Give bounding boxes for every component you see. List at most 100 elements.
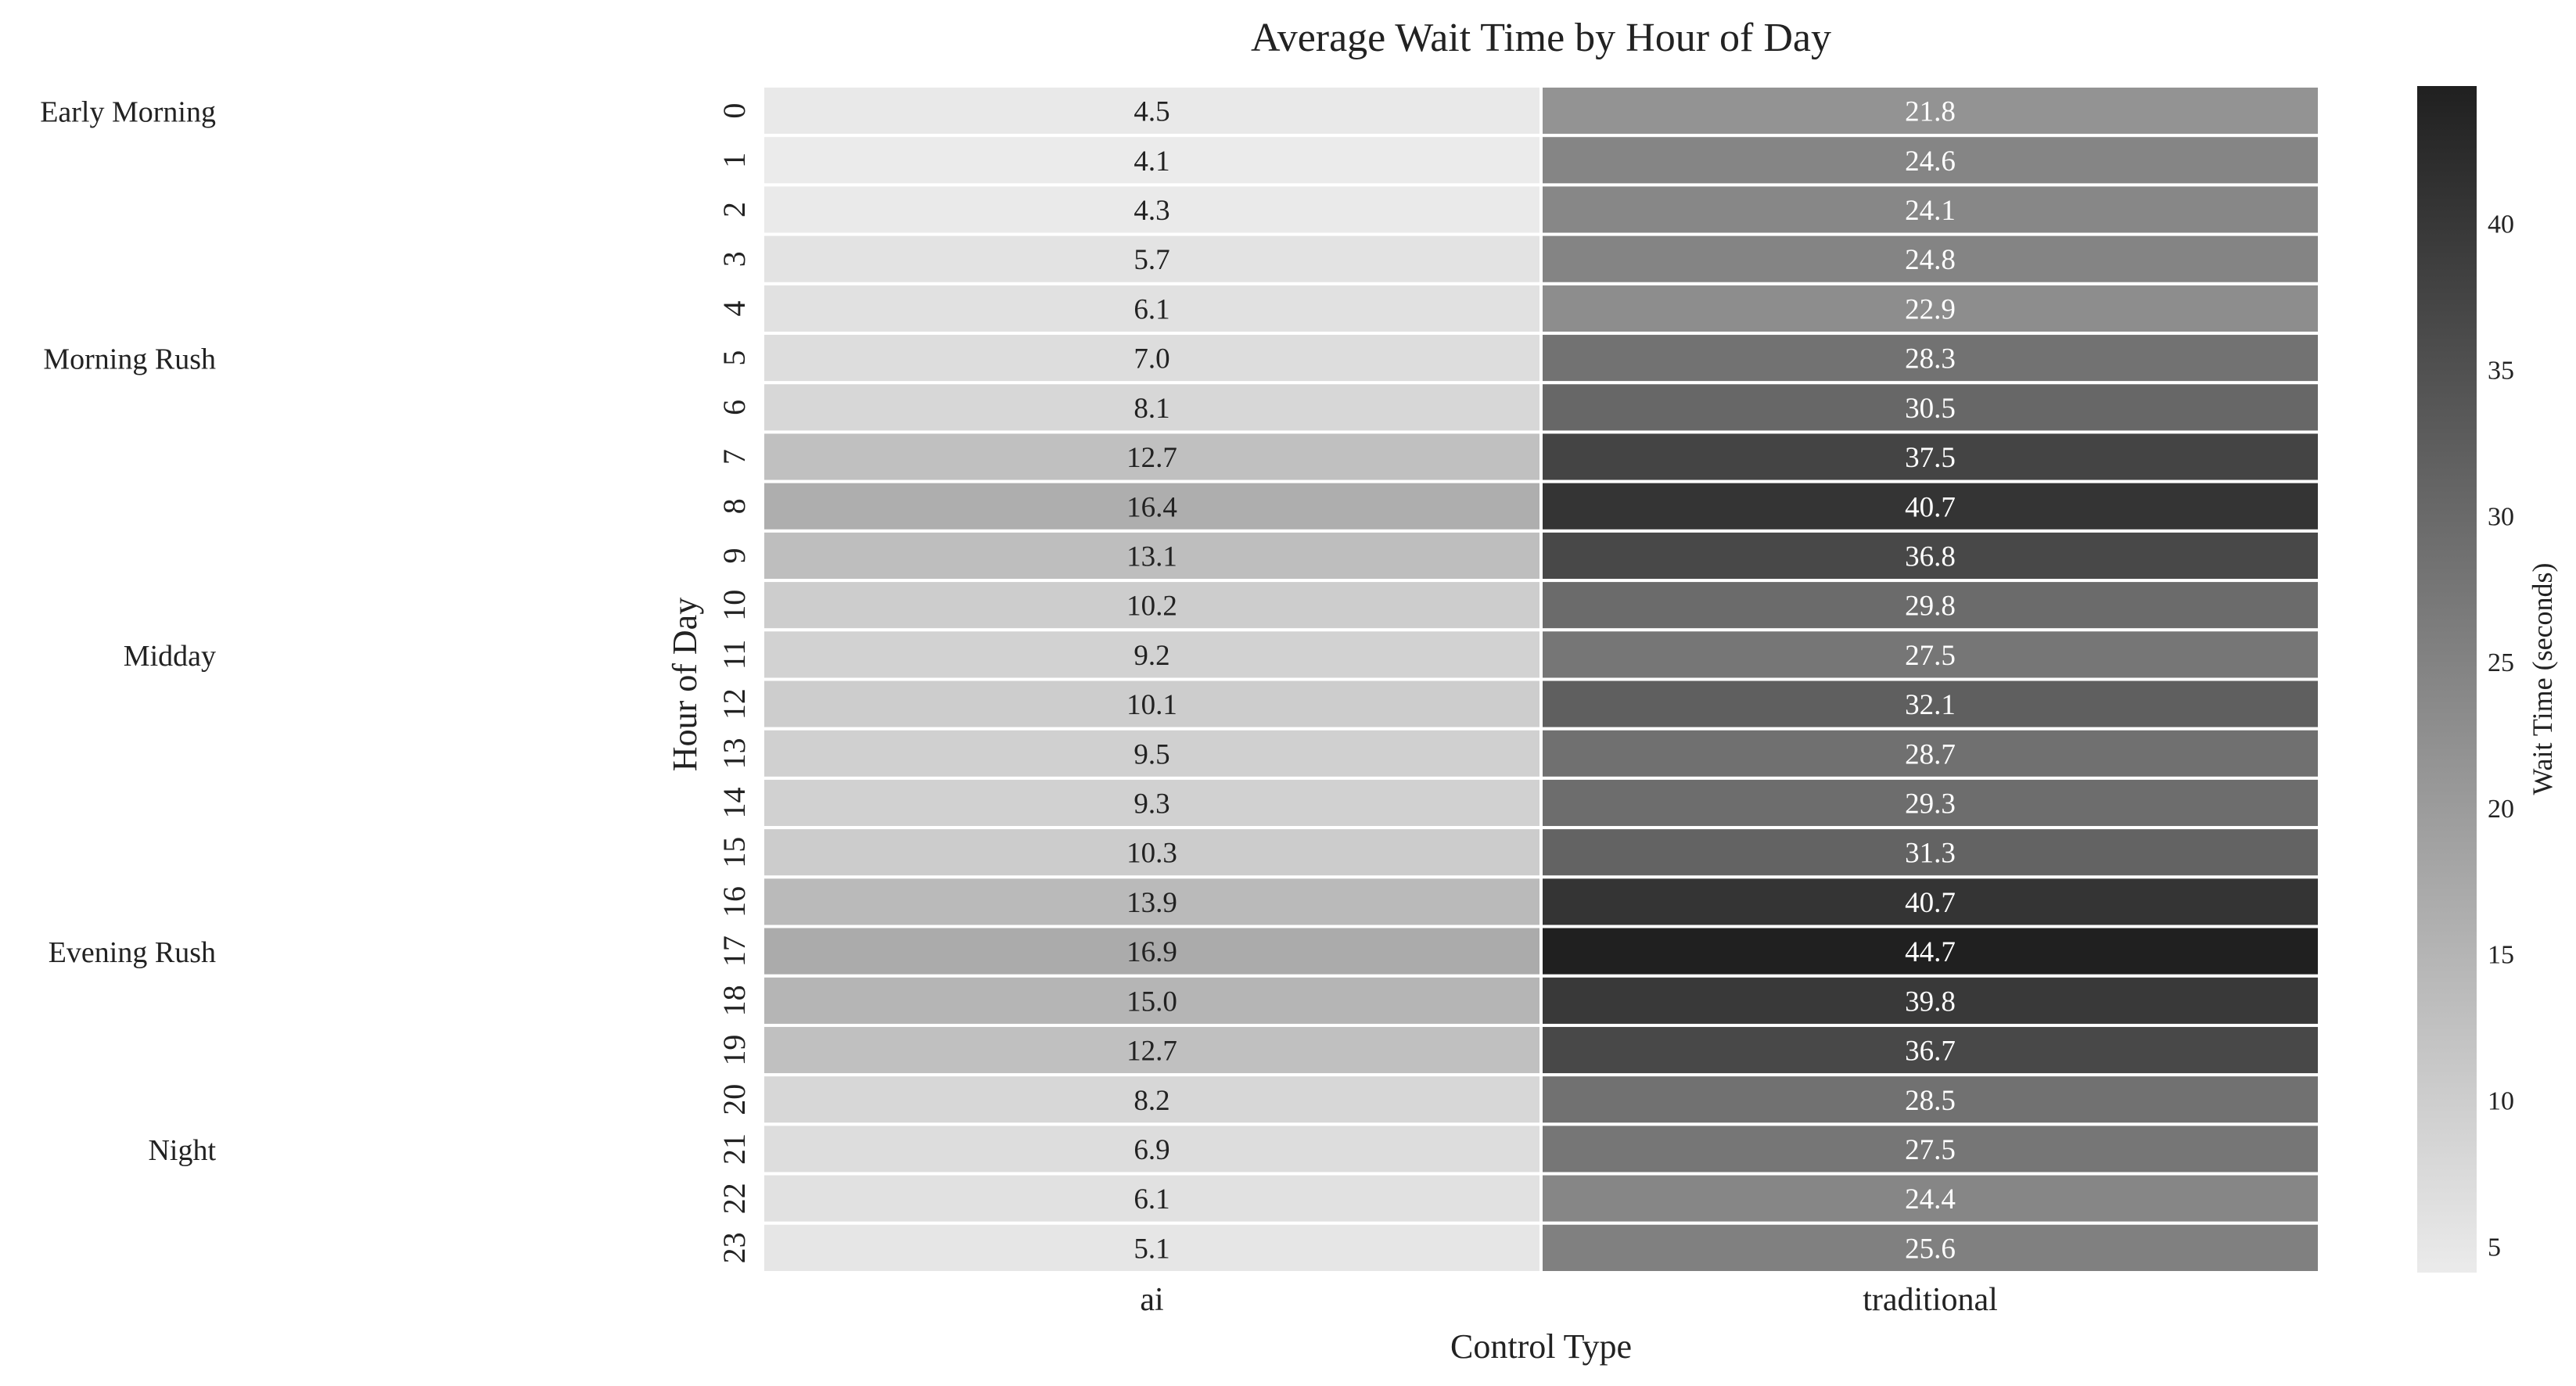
heatmap-cell — [1539, 529, 2321, 583]
cell-value-label: 37.5 — [1905, 442, 1956, 474]
cell-value-label: 10.3 — [1126, 838, 1177, 870]
cell-value-label: 8.1 — [1134, 393, 1169, 425]
heatmap-cell — [1539, 134, 2321, 187]
period-label: Midday — [124, 640, 216, 673]
heatmap-cell — [761, 727, 1543, 780]
heatmap-cell — [1539, 282, 2321, 336]
colorbar-tick-label: 35 — [2488, 356, 2514, 385]
cell-value-label: 9.3 — [1134, 788, 1169, 820]
y-tick-label: 2 — [717, 202, 752, 217]
cell-value-label: 9.2 — [1134, 640, 1169, 672]
heatmap-cell — [1539, 381, 2321, 434]
heatmap-cell — [1539, 430, 2321, 483]
cell-value-label: 6.1 — [1134, 293, 1169, 325]
cell-value-label: 6.9 — [1134, 1134, 1169, 1166]
y-tick-label: 17 — [717, 935, 752, 967]
cell-value-label: 10.2 — [1126, 591, 1177, 623]
cell-value-label: 12.7 — [1126, 1036, 1177, 1068]
y-tick-label: 3 — [717, 251, 752, 267]
colorbar-tick-label: 5 — [2488, 1233, 2501, 1262]
cell-value-label: 44.7 — [1905, 936, 1956, 968]
y-tick-label: 15 — [717, 837, 752, 868]
cell-value-label: 24.4 — [1905, 1183, 1956, 1215]
x-tick-label: traditional — [1863, 1282, 1998, 1318]
cell-value-label: 30.5 — [1905, 393, 1956, 425]
period-label: Morning Rush — [43, 343, 216, 376]
heatmap-cell — [761, 826, 1543, 879]
chart-title: Average Wait Time by Hour of Day — [1251, 16, 1831, 60]
cell-value-label: 13.1 — [1126, 540, 1177, 573]
colorbar-tick-label: 20 — [2488, 795, 2514, 824]
y-tick-label: 12 — [717, 688, 752, 720]
cell-value-label: 28.3 — [1905, 343, 1956, 375]
heatmap-cell — [1539, 579, 2321, 632]
colorbar-tick-label: 40 — [2488, 210, 2514, 239]
heatmap-cell — [761, 776, 1543, 830]
cell-value-label: 13.9 — [1126, 887, 1177, 919]
y-axis-label: Hour of Day — [666, 598, 704, 771]
cell-value-label: 4.1 — [1134, 145, 1169, 178]
heatmap-cell — [1539, 84, 2321, 138]
cell-value-label: 9.5 — [1134, 738, 1169, 770]
y-tick-label: 6 — [717, 400, 752, 415]
heatmap-cells — [761, 84, 2321, 1274]
y-tick-label: 16 — [717, 886, 752, 917]
y-tick-label: 9 — [717, 548, 752, 563]
cell-value-label: 31.3 — [1905, 838, 1956, 870]
heatmap-cell — [761, 1221, 1543, 1274]
y-tick-label: 14 — [717, 788, 752, 819]
y-tick-label: 22 — [717, 1183, 752, 1214]
colorbar-tick-label: 30 — [2488, 502, 2514, 531]
cell-value-label: 28.7 — [1905, 738, 1956, 770]
cell-value-label: 21.8 — [1905, 96, 1956, 128]
y-tick-label: 0 — [717, 103, 752, 119]
cell-value-label: 28.5 — [1905, 1085, 1956, 1117]
y-tick-label: 20 — [717, 1084, 752, 1115]
y-tick-label: 10 — [717, 590, 752, 621]
heatmap-cell — [1539, 628, 2321, 681]
cell-value-label: 4.5 — [1134, 96, 1169, 128]
y-tick-label: 7 — [717, 449, 752, 465]
x-axis-label: Control Type — [1450, 1327, 1632, 1366]
y-tick-label: 1 — [717, 153, 752, 168]
cell-value-label: 27.5 — [1905, 1134, 1956, 1166]
heatmap-cell — [1539, 1221, 2321, 1274]
y-tick-label: 8 — [717, 498, 752, 514]
y-tick-label: 23 — [717, 1232, 752, 1263]
heatmap-cell — [761, 479, 1543, 533]
cell-value-label: 29.8 — [1905, 591, 1956, 623]
colorbar-tick-label: 10 — [2488, 1087, 2514, 1116]
x-tick-label: ai — [1140, 1282, 1163, 1318]
heatmap-cell — [1539, 183, 2321, 236]
cell-value-label: 5.1 — [1134, 1233, 1169, 1265]
cell-value-label: 24.1 — [1905, 195, 1956, 227]
period-label: Early Morning — [40, 96, 216, 129]
y-tick-label: 11 — [717, 640, 752, 670]
y-tick-label: 21 — [717, 1133, 752, 1165]
heatmap-cell — [761, 1172, 1543, 1225]
cell-value-label: 27.5 — [1905, 640, 1956, 672]
cell-value-label: 36.8 — [1905, 540, 1956, 573]
colorbar-tick-label: 15 — [2488, 941, 2514, 970]
cell-value-label: 40.7 — [1905, 887, 1956, 919]
heatmap-cell — [1539, 479, 2321, 533]
heatmap-cell — [761, 84, 1543, 138]
y-tick-label: 18 — [717, 985, 752, 1016]
heatmap-cell — [761, 579, 1543, 632]
period-label: Evening Rush — [49, 936, 216, 969]
y-tick-label: 4 — [717, 300, 752, 316]
heatmap-cell — [1539, 1172, 2321, 1225]
x-tick-labels: ai traditional — [1140, 1282, 1997, 1318]
cell-value-label: 29.3 — [1905, 788, 1956, 820]
cell-value-label: 32.1 — [1905, 689, 1956, 721]
period-labels: Early Morning Morning Rush Midday Evening R… — [40, 96, 216, 1167]
heatmap-cell — [1539, 677, 2321, 731]
heatmap-cell — [761, 974, 1543, 1027]
cell-value-label: 5.7 — [1134, 244, 1169, 276]
cell-value-labels: 4.5 21.8 4.1 24.6 4.3 24.1 5.7 24.8 6.1 22.9 7.0 28… — [1126, 96, 1956, 1266]
cell-value-label: 39.8 — [1905, 986, 1956, 1018]
colorbar-label: Wait Time (seconds) — [2527, 562, 2558, 795]
cell-value-label: 25.6 — [1905, 1233, 1956, 1265]
heatmap-cell — [1539, 332, 2321, 385]
